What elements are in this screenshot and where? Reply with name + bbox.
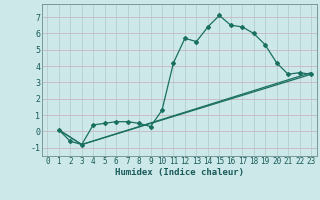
X-axis label: Humidex (Indice chaleur): Humidex (Indice chaleur) bbox=[115, 168, 244, 177]
